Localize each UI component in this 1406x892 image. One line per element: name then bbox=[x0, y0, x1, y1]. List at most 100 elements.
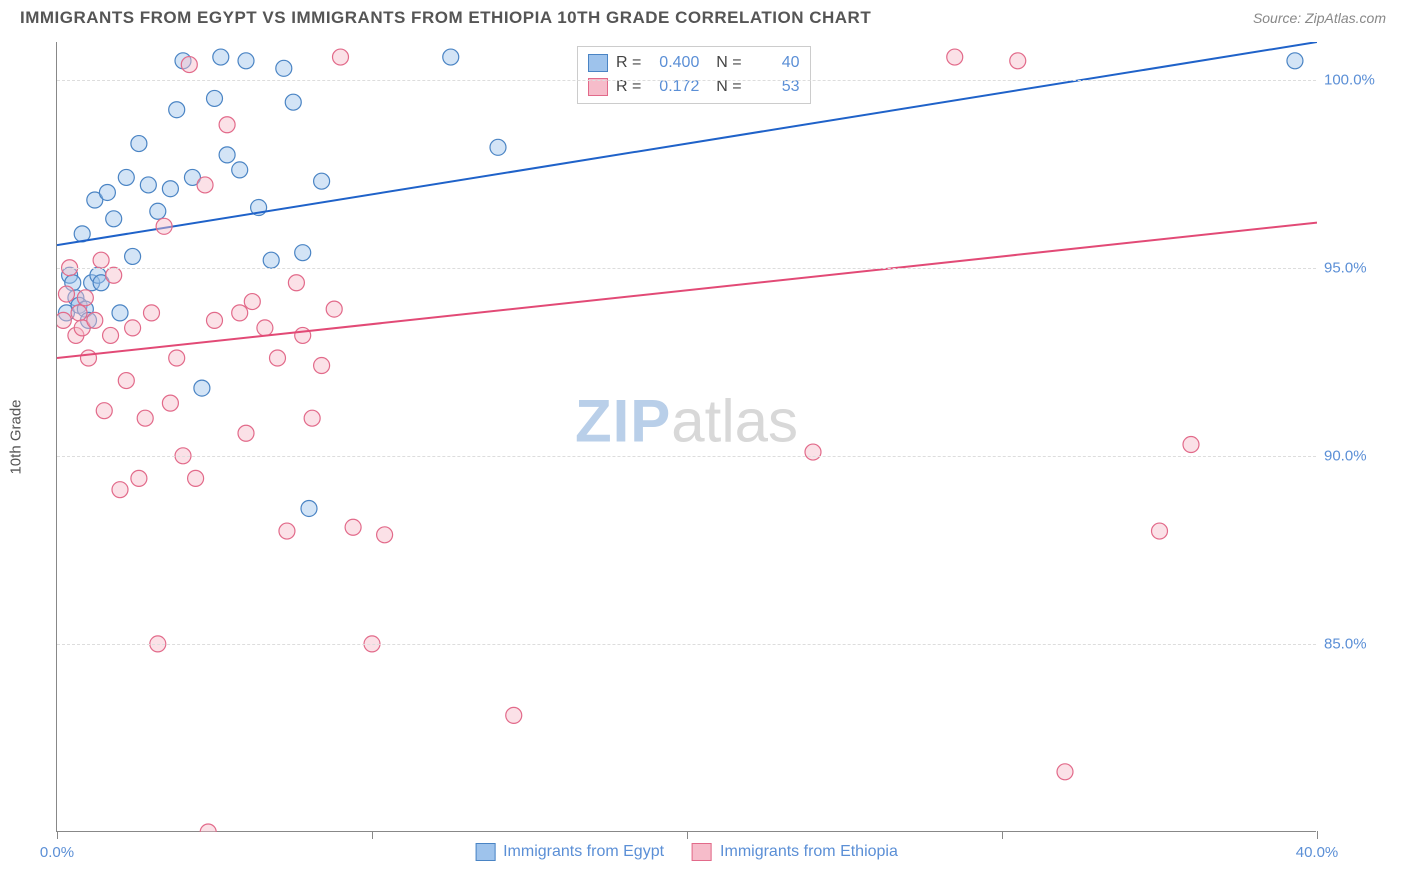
chart-source: Source: ZipAtlas.com bbox=[1253, 10, 1386, 26]
legend-item-egypt: Immigrants from Egypt bbox=[475, 843, 664, 861]
legend-swatch-ethiopia-2 bbox=[692, 843, 712, 861]
x-tick-label: 40.0% bbox=[1296, 844, 1339, 861]
data-point bbox=[1183, 437, 1199, 453]
data-point bbox=[118, 169, 134, 185]
data-point bbox=[58, 286, 74, 302]
legend-n-egypt: 40 bbox=[750, 54, 800, 72]
data-point bbox=[77, 290, 93, 306]
data-point bbox=[326, 301, 342, 317]
data-point bbox=[112, 305, 128, 321]
y-tick-label: 100.0% bbox=[1324, 71, 1384, 88]
legend-n-ethiopia: 53 bbox=[750, 78, 800, 96]
data-point bbox=[207, 90, 223, 106]
data-point bbox=[197, 177, 213, 193]
data-point bbox=[131, 470, 147, 486]
legend-row-ethiopia: R = 0.172 N = 53 bbox=[588, 75, 800, 99]
data-point bbox=[238, 53, 254, 69]
trend-line bbox=[57, 223, 1317, 358]
y-tick-label: 90.0% bbox=[1324, 447, 1384, 464]
data-point bbox=[295, 245, 311, 261]
data-point bbox=[169, 350, 185, 366]
data-point bbox=[270, 350, 286, 366]
data-point bbox=[81, 350, 97, 366]
data-point bbox=[71, 305, 87, 321]
legend-r-egypt: 0.400 bbox=[649, 54, 699, 72]
data-point bbox=[1057, 764, 1073, 780]
y-axis-label: 10th Grade bbox=[8, 399, 25, 474]
scatter-svg bbox=[57, 42, 1317, 832]
data-point bbox=[301, 500, 317, 516]
data-point bbox=[213, 49, 229, 65]
legend-row-egypt: R = 0.400 N = 40 bbox=[588, 51, 800, 75]
data-point bbox=[232, 162, 248, 178]
legend-swatch-egypt-2 bbox=[475, 843, 495, 861]
gridline-h bbox=[57, 268, 1316, 269]
data-point bbox=[314, 358, 330, 374]
data-point bbox=[103, 327, 119, 343]
legend-r-ethiopia: 0.172 bbox=[649, 78, 699, 96]
data-point bbox=[377, 527, 393, 543]
data-point bbox=[314, 173, 330, 189]
data-point bbox=[285, 94, 301, 110]
data-point bbox=[1010, 53, 1026, 69]
data-point bbox=[194, 380, 210, 396]
data-point bbox=[125, 320, 141, 336]
legend-n-label: N = bbox=[707, 54, 741, 72]
data-point bbox=[490, 139, 506, 155]
data-point bbox=[276, 60, 292, 76]
data-point bbox=[232, 305, 248, 321]
chart-title: IMMIGRANTS FROM EGYPT VS IMMIGRANTS FROM… bbox=[20, 8, 871, 28]
correlation-legend: R = 0.400 N = 40 R = 0.172 N = 53 bbox=[577, 46, 811, 104]
y-tick-label: 95.0% bbox=[1324, 259, 1384, 276]
chart-header: IMMIGRANTS FROM EGYPT VS IMMIGRANTS FROM… bbox=[0, 0, 1406, 32]
data-point bbox=[131, 136, 147, 152]
legend-item-ethiopia: Immigrants from Ethiopia bbox=[692, 843, 898, 861]
data-point bbox=[288, 275, 304, 291]
data-point bbox=[106, 267, 122, 283]
data-point bbox=[805, 444, 821, 460]
x-tick bbox=[57, 831, 58, 839]
data-point bbox=[304, 410, 320, 426]
y-tick-label: 85.0% bbox=[1324, 635, 1384, 652]
data-point bbox=[443, 49, 459, 65]
data-point bbox=[244, 294, 260, 310]
data-point bbox=[125, 248, 141, 264]
legend-swatch-ethiopia bbox=[588, 78, 608, 96]
data-point bbox=[1287, 53, 1303, 69]
legend-r-label-2: R = bbox=[616, 78, 641, 96]
data-point bbox=[219, 117, 235, 133]
x-tick bbox=[372, 831, 373, 839]
data-point bbox=[57, 312, 71, 328]
data-point bbox=[162, 181, 178, 197]
data-point bbox=[99, 184, 115, 200]
data-point bbox=[106, 211, 122, 227]
x-tick bbox=[1317, 831, 1318, 839]
data-point bbox=[137, 410, 153, 426]
plot-area: ZIPatlas R = 0.400 N = 40 R = 0.172 N = … bbox=[56, 42, 1316, 832]
data-point bbox=[200, 824, 216, 832]
data-point bbox=[140, 177, 156, 193]
data-point bbox=[295, 327, 311, 343]
data-point bbox=[345, 519, 361, 535]
data-point bbox=[1152, 523, 1168, 539]
chart-container: 10th Grade ZIPatlas R = 0.400 N = 40 R =… bbox=[56, 42, 1386, 832]
data-point bbox=[156, 218, 172, 234]
data-point bbox=[181, 57, 197, 73]
data-point bbox=[93, 252, 109, 268]
data-point bbox=[238, 425, 254, 441]
data-point bbox=[150, 203, 166, 219]
data-point bbox=[118, 373, 134, 389]
data-point bbox=[947, 49, 963, 65]
gridline-h bbox=[57, 80, 1316, 81]
data-point bbox=[506, 707, 522, 723]
gridline-h bbox=[57, 644, 1316, 645]
data-point bbox=[219, 147, 235, 163]
data-point bbox=[162, 395, 178, 411]
series-legend: Immigrants from Egypt Immigrants from Et… bbox=[475, 843, 898, 861]
data-point bbox=[87, 312, 103, 328]
gridline-h bbox=[57, 456, 1316, 457]
data-point bbox=[169, 102, 185, 118]
data-point bbox=[188, 470, 204, 486]
x-tick bbox=[1002, 831, 1003, 839]
data-point bbox=[263, 252, 279, 268]
